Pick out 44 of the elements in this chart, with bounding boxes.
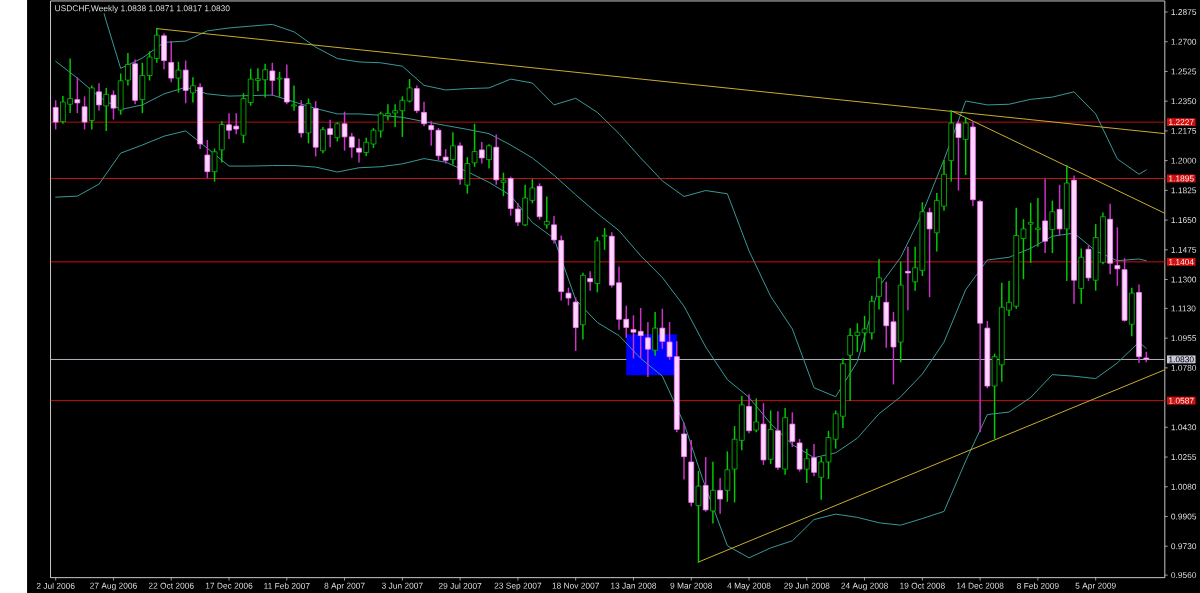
x-tick-label: 27 Aug 2006 (90, 582, 137, 591)
y-tick-label: 1.2000 (1171, 157, 1197, 164)
y-tick-label: 1.1650 (1171, 216, 1197, 223)
y-tick-label: 1.2875 (1171, 8, 1197, 15)
x-tick-label: 11 Feb 2007 (264, 582, 310, 589)
y-tick-label: 1.0080 (1171, 483, 1197, 490)
x-tick-label: 5 Apr 2009 (1075, 582, 1116, 591)
x-tick-label: 29 Jun 2008 (784, 582, 830, 589)
ref-line-label: 1.0830 (1169, 356, 1194, 363)
ref-line-label: 1.2227 (1169, 119, 1194, 125)
x-tick-label: 23 Sep 2007 (494, 582, 542, 591)
y-tick-label: 1.2525 (1171, 68, 1197, 75)
y-tick-label: 0.9560 (1171, 572, 1197, 578)
x-tick-label: 17 Dec 2006 (205, 582, 253, 589)
x-tick-label: 8 Apr 2007 (324, 582, 365, 591)
x-tick-label: 22 Oct 2006 (148, 582, 194, 589)
x-tick-label: 9 Mar 2008 (670, 582, 713, 589)
y-tick-label: 1.1475 (1171, 246, 1197, 253)
y-tick-label: 1.0955 (1171, 335, 1197, 341)
x-tick-label: 8 Feb 2009 (1017, 582, 1059, 589)
y-tick-label: 1.1300 (1171, 276, 1197, 283)
chart-title: USDCHF,Weekly 1.0838 1.0871 1.0817 1.0830 (55, 4, 230, 13)
y-tick-label: 1.2175 (1171, 127, 1197, 134)
x-tick-label: 18 Nov 2007 (552, 582, 599, 589)
x-tick-label: 24 Aug 2008 (841, 582, 888, 591)
y-tick-label: 1.1130 (1171, 305, 1196, 312)
y-tick-label: 1.0780 (1171, 364, 1197, 371)
y-tick-label: 0.9730 (1171, 543, 1197, 550)
x-tick-label: 2 Jul 2006 (36, 582, 75, 589)
y-tick-label: 1.2700 (1171, 38, 1197, 45)
x-tick-label: 29 Jul 2007 (438, 582, 482, 589)
x-tick-label: 19 Oct 2008 (900, 582, 945, 589)
y-tick-label: 1.1825 (1171, 187, 1197, 194)
y-tick-label: 0.9905 (1171, 513, 1197, 520)
y-tick-label: 1.2350 (1171, 98, 1197, 104)
y-tick-label: 1.0430 (1171, 424, 1197, 431)
ref-line-label: 1.1895 (1169, 175, 1194, 182)
ref-line-label: 1.0587 (1169, 397, 1194, 404)
x-tick-label: 4 May 2008 (727, 582, 771, 591)
x-tick-label: 3 Jun 2007 (381, 582, 423, 589)
ref-line-label: 1.1404 (1169, 258, 1194, 265)
x-tick-label: 14 Dec 2008 (957, 582, 1004, 589)
y-tick-label: 1.0255 (1171, 453, 1197, 460)
x-tick-label: 13 Jan 2008 (611, 582, 657, 589)
